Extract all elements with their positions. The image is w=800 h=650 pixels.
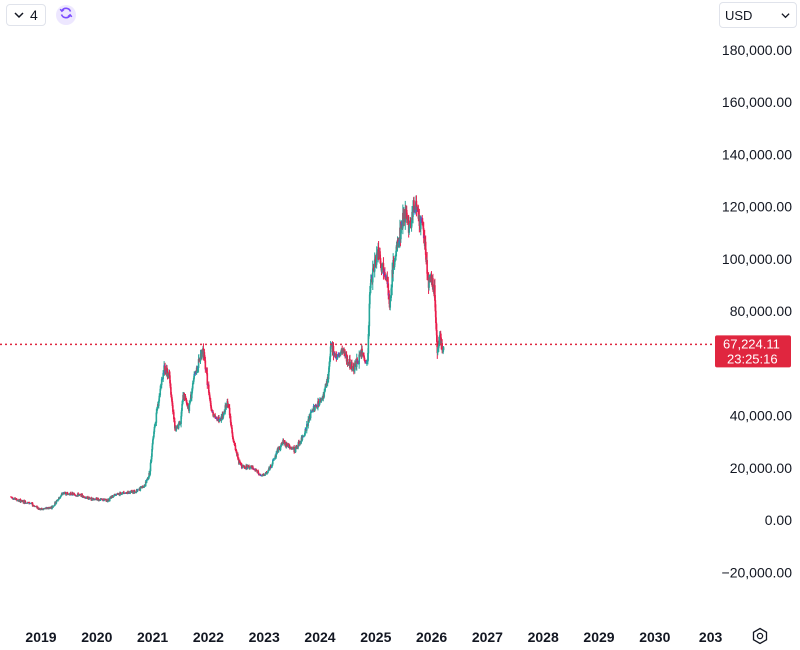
y-axis-tick-label: 120,000.00: [722, 199, 792, 215]
y-axis-tick-label: 180,000.00: [722, 42, 792, 58]
x-axis-tick-label: 2027: [472, 629, 503, 645]
price-axis[interactable]: 180,000.00 160,000.00 140,000.00 120,000.00…: [722, 42, 793, 581]
x-axis-tick-label: 2025: [360, 629, 391, 645]
x-axis-tick-label: 2022: [193, 629, 224, 645]
y-axis-tick-label: 100,000.00: [722, 251, 792, 267]
y-axis-tick-label: −20,000.00: [722, 564, 793, 580]
interval-dropdown[interactable]: 4: [6, 4, 46, 26]
y-axis-tick-label: 40,000.00: [730, 408, 792, 424]
currency-select[interactable]: USD: [719, 2, 797, 28]
x-axis-tick-label: 2028: [528, 629, 559, 645]
x-axis-tick-label: 2020: [81, 629, 112, 645]
x-axis-tick-label: 2030: [639, 629, 670, 645]
sync-button[interactable]: [56, 5, 76, 25]
bar-countdown: 23:25:16: [727, 351, 778, 366]
y-axis-tick-label: 20,000.00: [730, 460, 792, 476]
interval-label: 4: [30, 7, 38, 23]
x-axis-tick-label: 2029: [583, 629, 614, 645]
current-price-label: 67,224.11 23:25:16: [715, 335, 791, 368]
x-axis-tick-label: 203: [699, 629, 723, 645]
x-axis-tick-label: 2024: [304, 629, 335, 645]
time-axis[interactable]: 2019 2020 2021 2022 2023 2024 2025 2026 2027 2028…: [25, 629, 722, 645]
x-axis-tick-label: 2021: [137, 629, 168, 645]
chevron-down-icon: [781, 8, 790, 23]
current-price-label-background: [715, 335, 791, 368]
x-axis-tick-label: 2019: [25, 629, 56, 645]
current-price-value: 67,224.11: [723, 336, 780, 351]
y-axis-tick-label: 160,000.00: [722, 94, 792, 110]
currency-label: USD: [725, 7, 753, 23]
y-axis-tick-label: 0.00: [765, 512, 792, 528]
y-axis-tick-label: 140,000.00: [722, 146, 792, 162]
y-axis-tick-label: 80,000.00: [730, 303, 792, 319]
x-axis-tick-label: 2026: [416, 629, 447, 645]
chart-settings-button[interactable]: [750, 627, 770, 650]
candlestick-series: [9, 195, 445, 511]
chevron-down-icon: [14, 10, 24, 20]
settings-icon: [751, 627, 769, 650]
x-axis-tick-label: 2023: [249, 629, 280, 645]
sync-icon: [59, 6, 73, 25]
